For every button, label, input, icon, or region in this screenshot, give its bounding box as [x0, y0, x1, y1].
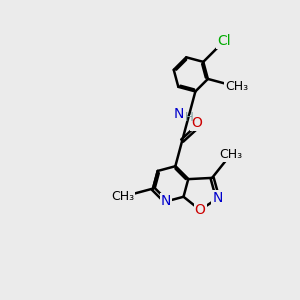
Text: CH₃: CH₃ [219, 148, 242, 161]
Text: CH₃: CH₃ [111, 190, 134, 203]
Text: CH₃: CH₃ [225, 80, 248, 93]
Text: O: O [191, 116, 202, 130]
Text: Cl: Cl [217, 34, 231, 48]
Text: N: N [212, 191, 223, 205]
Text: H: H [185, 111, 194, 124]
Text: N: N [173, 107, 184, 121]
Text: N: N [161, 194, 171, 208]
Text: O: O [195, 203, 206, 217]
